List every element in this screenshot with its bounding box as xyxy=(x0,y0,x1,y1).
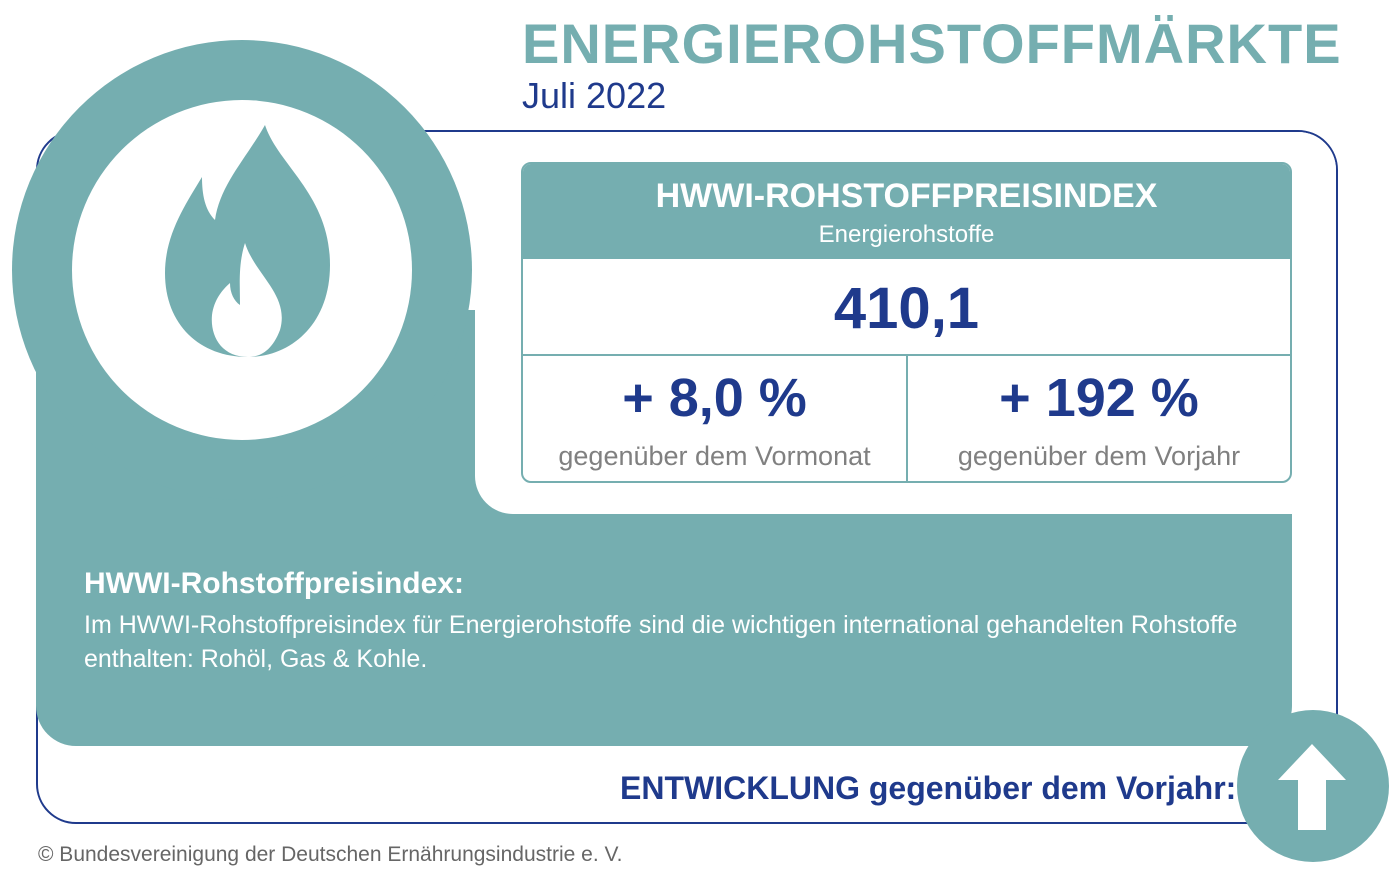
divider-vertical xyxy=(906,354,908,481)
yearly-change-cell: + 192 % gegenüber dem Vorjahr xyxy=(908,356,1290,481)
description-heading: HWWI-Rohstoffpreisindex: xyxy=(84,567,464,600)
flame-icon xyxy=(165,125,330,357)
price-index-value: 410,1 xyxy=(833,276,980,341)
price-index-box: HWWI-ROHSTOFFPREISINDEX Energierohstoffe… xyxy=(521,162,1292,483)
trend-label: ENTWICKLUNG gegenüber dem Vorjahr: xyxy=(620,770,1237,806)
arrow-up-icon xyxy=(1278,744,1346,830)
price-index-header: HWWI-ROHSTOFFPREISINDEX Energierohstoffe xyxy=(523,164,1290,259)
monthly-change-cell: + 8,0 % gegenüber dem Vormonat xyxy=(523,356,906,481)
yearly-change-label: gegenüber dem Vorjahr xyxy=(957,441,1241,471)
price-index-title: HWWI-ROHSTOFFPREISINDEX xyxy=(655,177,1158,215)
monthly-change-value: + 8,0 % xyxy=(622,368,807,428)
monthly-change-label: gegenüber dem Vormonat xyxy=(558,441,871,471)
price-index-subtitle: Energierohstoffe xyxy=(818,221,995,248)
yearly-change-value: + 192 % xyxy=(999,368,1199,428)
page-subtitle-date: Juli 2022 xyxy=(522,75,667,116)
copyright-notice: © Bundesvereinigung der Deutschen Ernähr… xyxy=(38,843,623,866)
page-title: ENERGIEROHSTOFFMÄRKTE xyxy=(522,12,1342,75)
description-text: Im HWWI-Rohstoffpreisindex für Energiero… xyxy=(84,611,1238,673)
